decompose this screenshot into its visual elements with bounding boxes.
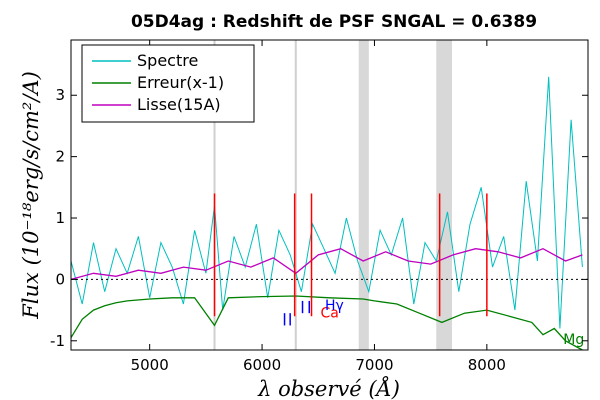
- legend-label-lisse: Lisse(15A): [137, 95, 221, 114]
- x-tick-label: 7000: [355, 356, 393, 374]
- telluric-band-1: [436, 40, 453, 350]
- line-label-hγ: Hγ: [325, 298, 344, 314]
- plot-frame: [70, 39, 589, 351]
- legend-label-erreur: Erreur(x-1): [137, 73, 224, 92]
- x-axis-ticks: 5000 6000 7000 8000: [131, 40, 506, 374]
- x-axis-label: λ observé (Å): [257, 376, 400, 400]
- emission-spikes: [213, 193, 488, 317]
- series-erreur-x-1-: [70, 295, 583, 351]
- y-tick-label: 0: [55, 270, 65, 288]
- line-label-mg: Mg: [563, 332, 584, 348]
- x-tick-label: 8000: [468, 356, 506, 374]
- x-tick-label: 5000: [131, 356, 169, 374]
- y-axis-label: Flux (10⁻¹⁸erg/s/cm²/A): [19, 71, 43, 320]
- series-spectre: [70, 76, 583, 329]
- line-label-ca: Ca: [321, 305, 339, 321]
- y-axis-ticks: -1 0 1 2 3: [50, 86, 588, 350]
- y-tick-label: 1: [55, 209, 65, 227]
- legend-label-spectre: Spectre: [137, 51, 198, 70]
- y-tick-label: 2: [55, 148, 65, 166]
- y-tick-label: 3: [55, 86, 65, 104]
- x-tick-label: 6000: [243, 356, 281, 374]
- chart-title: 05D4ag : Redshift de PSF SNGAL = 0.6389: [131, 12, 537, 32]
- telluric-band-0: [358, 40, 369, 350]
- y-tick-label: -1: [50, 332, 65, 350]
- legend: Spectre Erreur(x-1) Lisse(15A): [81, 44, 255, 123]
- line-markers: [283, 300, 311, 326]
- data-series: [70, 76, 583, 351]
- series-lisse-15a-: [70, 247, 583, 281]
